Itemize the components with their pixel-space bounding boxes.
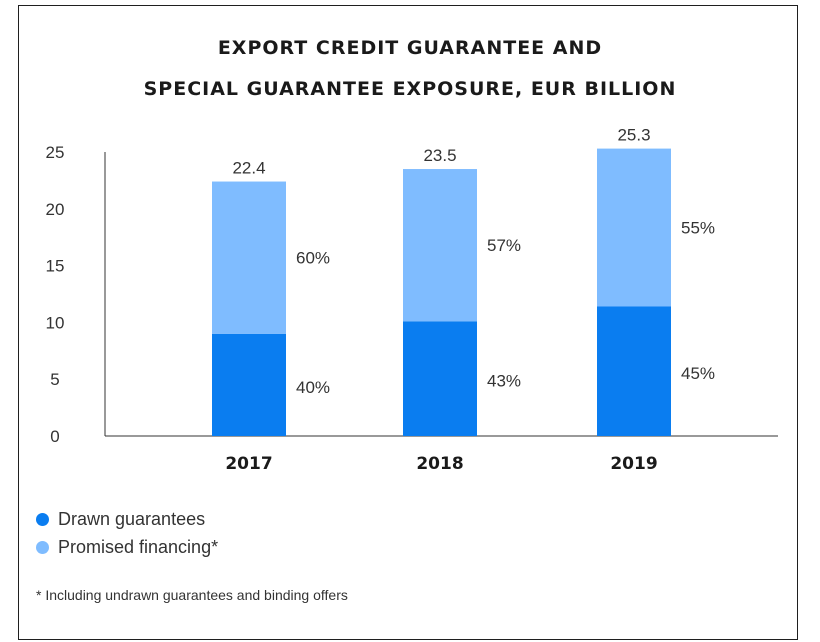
footnote: * Including undrawn guarantees and bindi…: [36, 587, 348, 603]
bar-promised-financing: [403, 169, 477, 322]
y-tick-label: 25: [46, 143, 65, 162]
bar-promised-financing: [212, 181, 286, 334]
legend-swatch-drawn: [36, 513, 49, 526]
chart-title-line-1: EXPORT CREDIT GUARANTEE AND: [217, 37, 603, 59]
y-tick-label: 5: [50, 370, 59, 389]
share-label-promised: 57%: [487, 236, 521, 255]
bar-drawn-guarantees: [403, 321, 477, 436]
x-tick-label: 2017: [225, 454, 272, 474]
bar-total-label: 23.5: [423, 146, 456, 165]
legend-item-promised-financing: Promised financing*: [36, 537, 218, 558]
bar-total-label: 25.3: [617, 126, 650, 145]
share-label-drawn: 40%: [296, 378, 330, 397]
bar-drawn-guarantees: [597, 306, 671, 436]
y-tick-label: 15: [46, 257, 65, 276]
y-tick-label: 0: [50, 427, 59, 446]
legend-label-promised: Promised financing*: [58, 537, 219, 557]
chart-title-line-2: SPECIAL GUARANTEE EXPOSURE, EUR BILLION: [143, 78, 677, 100]
share-label-promised: 60%: [296, 249, 330, 268]
share-label-drawn: 45%: [681, 364, 715, 383]
legend-swatch-promised: [36, 541, 49, 554]
x-tick-label: 2019: [610, 454, 657, 474]
bar-promised-financing: [597, 148, 671, 307]
share-label-promised: 55%: [681, 219, 715, 238]
bar-total-label: 22.4: [232, 159, 265, 178]
share-label-drawn: 43%: [487, 372, 521, 391]
x-tick-label: 2018: [416, 454, 463, 474]
legend-label-drawn: Drawn guarantees: [58, 509, 206, 529]
y-tick-label: 20: [46, 200, 65, 219]
y-tick-label: 10: [46, 313, 65, 332]
legend-item-drawn-guarantees: Drawn guarantees: [36, 509, 205, 530]
bar-drawn-guarantees: [212, 333, 286, 436]
